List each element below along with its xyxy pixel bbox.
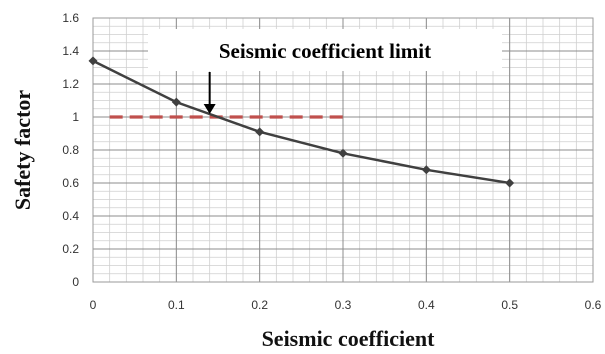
series-line — [92, 59, 510, 185]
y-tick-label: 0.6 — [62, 176, 79, 190]
y-tick-label: 0.8 — [62, 143, 79, 157]
x-tick-label: 0.6 — [585, 298, 602, 312]
annotation-arrowhead — [203, 104, 216, 114]
data-point — [171, 97, 181, 107]
y-axis-title: Safety factor — [10, 90, 35, 211]
y-axis-ticks: 0 0.2 0.4 0.6 0.8 1 1.2 1.4 1.6 — [62, 11, 79, 289]
x-tick-label: 0.2 — [251, 298, 268, 312]
y-tick-label: 1.6 — [62, 11, 79, 25]
x-tick-label: 0.5 — [501, 298, 518, 312]
x-axis-title: Seismic coefficient — [262, 326, 436, 351]
x-tick-label: 0.1 — [168, 298, 185, 312]
data-point — [338, 148, 348, 158]
y-tick-label: 1 — [72, 110, 79, 124]
x-tick-label: 0.3 — [335, 298, 352, 312]
data-point — [255, 127, 265, 137]
plot-area-frame — [92, 17, 594, 283]
annotation-text: Seismic coefficient limit — [219, 39, 431, 63]
annotation-group: Seismic coefficient limit — [148, 29, 502, 114]
data-point — [421, 165, 431, 175]
data-point — [505, 178, 515, 188]
y-tick-label: 0.2 — [62, 242, 79, 256]
y-tick-label: 0.4 — [62, 209, 79, 223]
data-point — [88, 56, 98, 66]
x-axis-ticks: 0 0.1 0.2 0.3 0.4 0.5 0.6 — [90, 298, 602, 312]
y-tick-label: 1.4 — [62, 44, 79, 58]
y-tick-label: 1.2 — [62, 77, 79, 91]
annotation-box — [148, 29, 502, 71]
x-tick-label: 0 — [90, 298, 97, 312]
y-tick-label: 0 — [72, 275, 79, 289]
x-tick-label: 0.4 — [418, 298, 435, 312]
series-group — [88, 56, 515, 188]
